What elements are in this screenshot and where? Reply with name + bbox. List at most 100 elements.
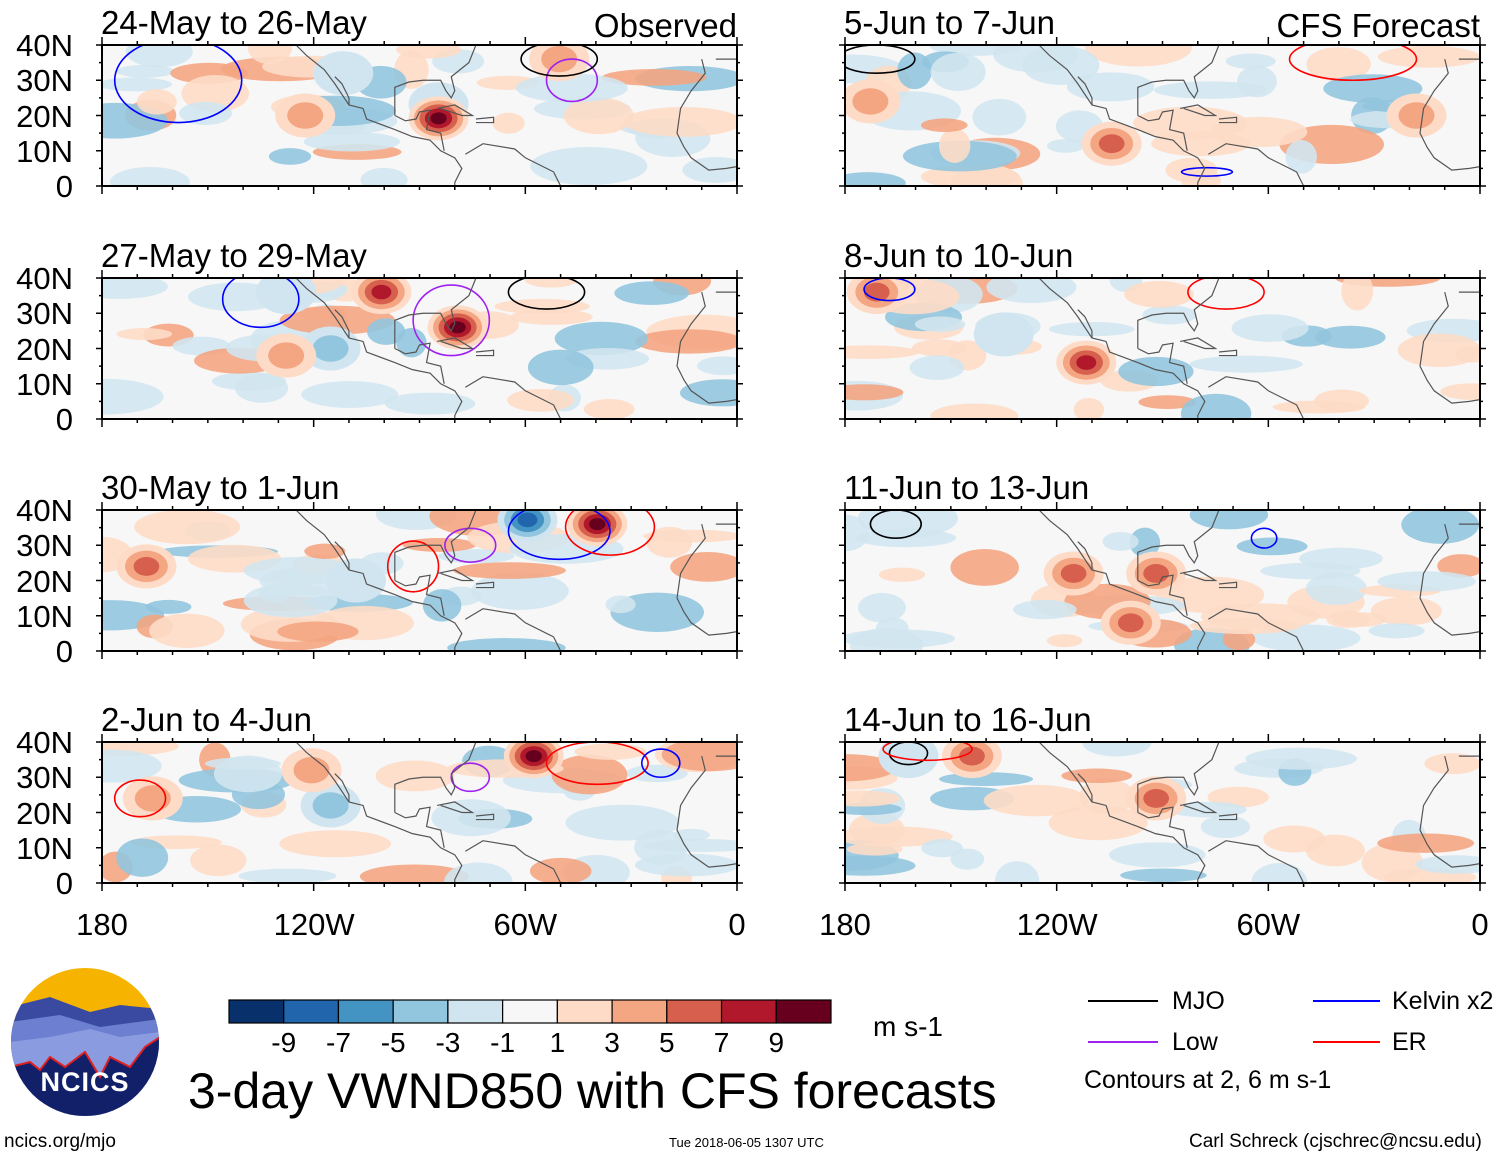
- wave-contour: [869, 510, 922, 539]
- colorbar-tick-label: 3: [604, 1027, 620, 1058]
- y-tick-label: 40N: [16, 261, 73, 296]
- colorbar-tick-label: 9: [768, 1027, 785, 1058]
- legend-label-mjo: MJO: [1172, 987, 1225, 1015]
- panel-title: 30-May to 1-Jun: [101, 469, 340, 506]
- wave-contour: [520, 45, 599, 77]
- map-panels: [96, 37, 1486, 891]
- x-tick-label: 180: [76, 907, 128, 942]
- wave-contour: [564, 510, 656, 556]
- coastlines: [295, 742, 737, 883]
- x-tick-label: 0: [728, 907, 746, 942]
- y-tick-label: 0: [55, 402, 73, 437]
- x-tick-label: 120W: [1016, 907, 1098, 942]
- y-tick-label: 10N: [16, 598, 73, 634]
- wave-contour: [1187, 278, 1265, 310]
- panel-title: 24-May to 26-May: [101, 4, 367, 41]
- x-tick-label: 60W: [1236, 907, 1301, 942]
- coastlines: [1038, 278, 1480, 419]
- colorbar-swatch: [283, 999, 340, 1024]
- y-tick-label: 40N: [16, 493, 73, 528]
- colorbar-swatch: [447, 999, 504, 1024]
- panel-title: 5-Jun to 7-Jun: [844, 4, 1055, 41]
- wave-contour: [1250, 527, 1278, 549]
- colorbar-tick-label: -5: [380, 1027, 406, 1058]
- wave-contour: [113, 45, 243, 124]
- wave-contour: [882, 742, 973, 762]
- wave-contour: [845, 45, 916, 74]
- legend-label-low: Low: [1172, 1028, 1218, 1056]
- footer-url[interactable]: ncics.org/mjo: [4, 1131, 116, 1152]
- y-tick-label: 30N: [16, 528, 73, 564]
- colorbar-tick-label: -1: [490, 1027, 516, 1058]
- y-tick-label: 30N: [16, 760, 73, 796]
- panel-title: 8-Jun to 10-Jun: [844, 237, 1074, 274]
- wave-contour: [113, 779, 167, 818]
- panel-title: 2-Jun to 4-Jun: [101, 701, 312, 738]
- panel-title: 11-Jun to 13-Jun: [844, 469, 1090, 506]
- y-tick-label: 30N: [16, 63, 73, 99]
- map-panel: [839, 37, 1486, 194]
- main-title: 3-day VWND850 with CFS forecasts: [188, 1063, 997, 1119]
- y-tick-label: 10N: [16, 133, 73, 169]
- y-tick-label: 0: [55, 634, 73, 669]
- x-tick-label: 180: [819, 907, 871, 942]
- wave-contour: [545, 742, 649, 786]
- map-panel: [839, 502, 1486, 659]
- colorbar-swatch: [502, 999, 558, 1024]
- colorbar-swatch: [775, 999, 832, 1024]
- contour-note: Contours at 2, 6 m s-1: [1084, 1066, 1332, 1094]
- map-panel: [96, 734, 743, 891]
- vwnd-field: [102, 278, 737, 419]
- wave-contour: [1180, 166, 1234, 177]
- wave-contour: [863, 278, 916, 302]
- wave-contour: [450, 762, 491, 793]
- map-panel: [96, 270, 743, 427]
- coastlines: [295, 510, 737, 651]
- map-panel: [96, 502, 743, 659]
- wave-contour: [640, 748, 681, 779]
- footer-timestamp: Tue 2018-06-05 1307 UTC: [669, 1135, 824, 1150]
- y-tick-label: 20N: [16, 795, 73, 831]
- coastlines: [295, 45, 737, 186]
- colorbar-units: m s-1: [873, 1011, 943, 1042]
- wave-contour: [444, 527, 497, 563]
- colorbar-tick-label: 7: [713, 1027, 730, 1058]
- panel-source-label: CFS Forecast: [1276, 7, 1480, 44]
- y-tick-label: 20N: [16, 98, 73, 134]
- legend-line-mjo: [1088, 1000, 1158, 1002]
- vwnd-field: [102, 510, 737, 651]
- colorbar-tick-label: -9: [271, 1027, 297, 1058]
- colorbar-swatch: [611, 999, 668, 1024]
- coastlines: [1038, 510, 1480, 651]
- y-tick-label: 20N: [16, 331, 73, 367]
- vwnd-field: [845, 742, 1480, 883]
- legend-line-kelvin: [1313, 1000, 1380, 1002]
- colorbar-swatch: [228, 999, 285, 1024]
- vwnd-field: [102, 45, 737, 186]
- ncics-logo: NCICS: [11, 968, 159, 1116]
- vwnd-field: [845, 510, 1480, 651]
- wave-contour: [507, 278, 586, 310]
- colorbar-swatch: [666, 999, 723, 1024]
- coastlines: [1038, 45, 1480, 186]
- map-panel: [839, 270, 1486, 427]
- coastlines: [295, 278, 737, 419]
- colorbar-tick-label: -7: [326, 1027, 351, 1058]
- x-tick-label: 60W: [493, 907, 558, 942]
- vwnd-field: [845, 278, 1480, 419]
- legend-line-er: [1313, 1041, 1380, 1043]
- colorbar-swatch: [337, 999, 394, 1024]
- legend-line-low: [1088, 1041, 1158, 1043]
- y-tick-label: 10N: [16, 366, 73, 402]
- colorbar-swatch: [720, 999, 777, 1024]
- y-tick-label: 0: [55, 866, 73, 901]
- x-tick-label: 120W: [273, 907, 355, 942]
- legend-label-kelvin: Kelvin x2: [1392, 987, 1494, 1015]
- y-tick-label: 40N: [16, 725, 73, 760]
- y-tick-label: 40N: [16, 28, 73, 63]
- wave-contour: [1288, 45, 1418, 82]
- coastlines: [1038, 742, 1480, 883]
- colorbar-swatch: [392, 999, 449, 1024]
- vwnd-field: [845, 45, 1480, 186]
- y-tick-label: 20N: [16, 563, 73, 599]
